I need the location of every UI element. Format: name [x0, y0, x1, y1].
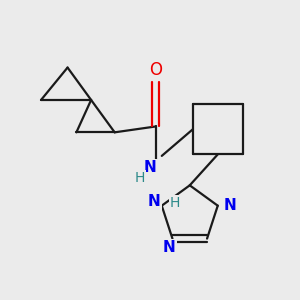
Text: H: H — [134, 171, 145, 185]
Text: N: N — [223, 198, 236, 213]
Text: H: H — [170, 196, 180, 210]
Text: O: O — [149, 61, 162, 80]
Text: N: N — [144, 160, 156, 175]
Text: N: N — [163, 240, 176, 255]
Text: N: N — [148, 194, 161, 209]
